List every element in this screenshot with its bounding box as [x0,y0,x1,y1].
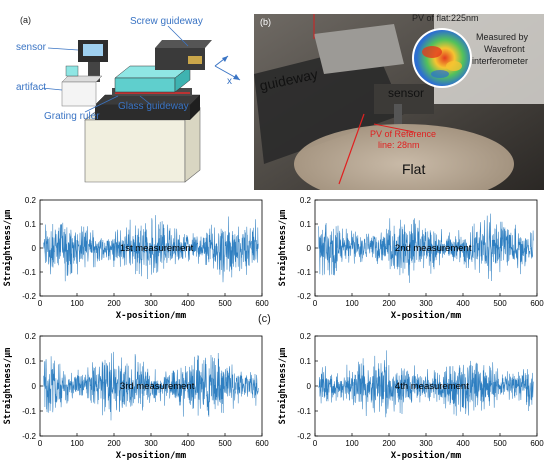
y-tick-label: -0.1 [297,268,311,277]
x-tick-label: 0 [313,439,318,448]
x-tick-label: 300 [419,439,433,448]
x-tick-label: 0 [313,299,318,308]
y-tick-label: 0.2 [300,196,312,205]
flat-label: Flat [402,161,426,177]
x-tick-label: 600 [530,299,544,308]
y-tick-label: 0.2 [25,196,37,205]
measurement-annotation: 4th measurement [395,381,469,392]
x-axis-label: X-position/mm [391,310,462,321]
y-tick-label: -0.2 [297,432,311,441]
x-tick-label: 300 [144,299,158,308]
y-axis-label: Straightness/µm [2,348,13,425]
sensor-label: sensor [16,42,47,53]
x-tick-label: 600 [255,439,269,448]
measurement-annotation: 1st measurement [120,243,194,254]
x-axis-label: X-position/mm [116,310,187,321]
x-tick-label: 100 [70,299,84,308]
x-tick-label: 400 [456,299,470,308]
data-series-line [318,213,534,283]
pv-flat-label: PV of flat:225nm [412,14,479,23]
panel-a: (a) Screw guideway sensor artifact Grati… [0,0,250,190]
x-tick-label: 0 [38,299,43,308]
grating-ruler-label: Grating ruler [44,111,100,122]
y-axis-label: Straightness/µm [277,348,288,425]
y-tick-label: -0.1 [297,407,311,416]
glass-guideway-label: Glass guideway [118,101,189,112]
panel-b-tag: (b) [260,17,271,27]
x-tick-label: 400 [181,299,195,308]
measured-by-line-2: Wavefront [484,44,525,54]
data-series-line [43,351,259,421]
data-series-line [43,215,259,283]
x-tick-label: 200 [382,299,396,308]
photo-sensor-label: sensor [388,86,425,100]
x-tick-label: 500 [493,299,507,308]
y-tick-label: -0.2 [22,432,36,441]
y-axis-label: Straightness/µm [277,210,288,287]
x-axis-label: X-position/mm [391,450,462,461]
plot-2nd-measurement: 0 100 200 300 400 500 600 -0.2 -0.1 0 0.1 0.2 X-posi… [277,196,544,321]
x-tick-label: 400 [456,439,470,448]
y-tick-label: 0.2 [25,332,37,341]
x-tick-label: 400 [181,439,195,448]
x-tick-label: 100 [70,439,84,448]
y-tick-label: 0.1 [300,357,312,366]
x-tick-label: 500 [218,299,232,308]
y-axis-label: Straightness/µm [2,210,13,287]
plot-4th-measurement: 0 100 200 300 400 500 600 -0.2 -0.1 0 0.1 0.2 X-posi… [277,332,544,461]
x-tick-label: 0 [38,439,43,448]
y-tick-label: 0 [307,382,312,391]
plot-1st-measurement: 0 100 200 300 400 500 600 -0.2 -0.1 0 0.1 0.2 X-posi… [2,196,269,321]
data-series-line [318,350,534,418]
photo-image [254,14,544,190]
y-tick-label: -0.2 [297,292,311,301]
x-tick-label: 200 [107,299,121,308]
y-tick-label: -0.1 [22,268,36,277]
y-tick-label: 0 [32,382,37,391]
y-tick-label: -0.2 [22,292,36,301]
measurement-annotation: 3rd measurement [120,381,195,392]
measured-by-line-1: Measured by [476,32,529,42]
plot-3rd-measurement: 0 100 200 300 400 500 600 -0.2 -0.1 0 0.1 0.2 X-posi… [2,332,269,461]
x-tick-label: 600 [255,299,269,308]
x-axis-label: x [227,76,232,87]
x-tick-label: 500 [218,439,232,448]
panel-b: (b) PV of flat:225nm Measured by Wavefro… [254,14,544,190]
x-tick-label: 100 [345,439,359,448]
panel-a-tag: (a) [20,15,31,25]
cad-drawing [41,25,241,183]
x-axis-label: X-position/mm [116,450,187,461]
y-tick-label: 0.2 [300,332,312,341]
pv-reference-line-1: PV of Reference [370,129,437,139]
x-tick-label: 100 [345,299,359,308]
y-tick-label: 0 [32,244,37,253]
x-tick-label: 600 [530,439,544,448]
panel-c-tag: (c) [258,313,271,325]
y-tick-label: 0.1 [300,220,312,229]
y-tick-label: 0 [307,244,312,253]
x-tick-label: 300 [144,439,158,448]
y-tick-label: -0.1 [22,407,36,416]
x-tick-label: 500 [493,439,507,448]
x-tick-label: 200 [382,439,396,448]
pv-reference-line-2: line: 28nm [378,140,420,150]
x-tick-label: 200 [107,439,121,448]
y-tick-label: 0.1 [25,357,37,366]
screw-guideway-label: Screw guideway [130,16,203,27]
measured-by-line-3: interferometer [472,56,529,66]
measurement-annotation: 2nd measurement [395,243,472,254]
x-tick-label: 300 [419,299,433,308]
y-tick-label: 0.1 [25,220,37,229]
artifact-label: artifact [16,82,47,93]
